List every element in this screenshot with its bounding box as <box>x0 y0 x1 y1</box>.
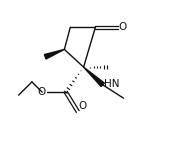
Text: O: O <box>118 22 127 32</box>
Text: O: O <box>78 101 87 111</box>
Text: O: O <box>38 87 46 97</box>
Polygon shape <box>84 67 104 87</box>
Text: HN: HN <box>104 79 120 89</box>
Polygon shape <box>44 49 64 59</box>
